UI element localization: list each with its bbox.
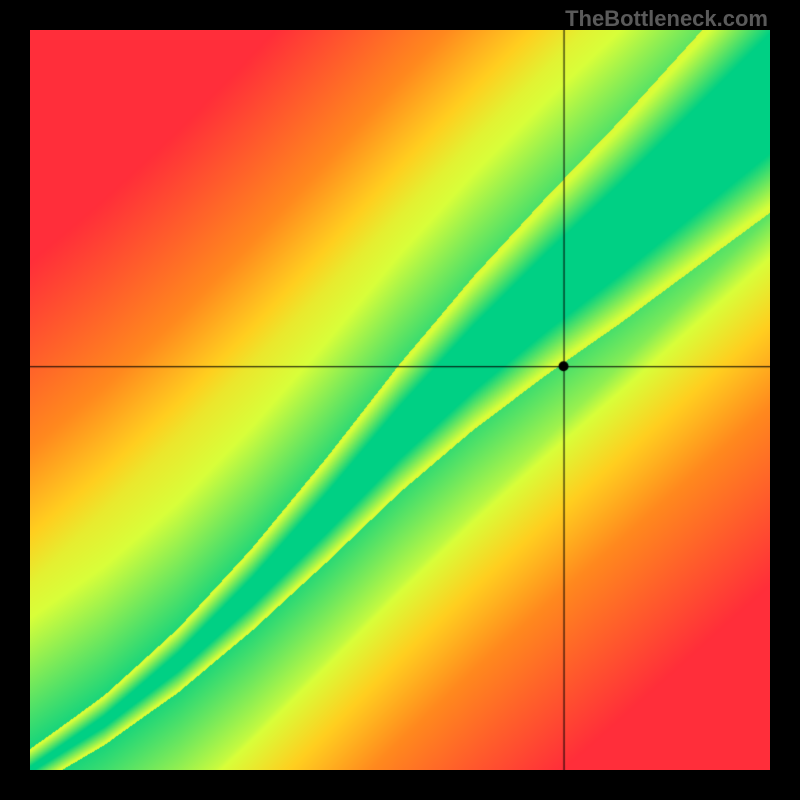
- heatmap-canvas: [30, 30, 770, 770]
- watermark-text: TheBottleneck.com: [565, 6, 768, 32]
- plot-area: [30, 30, 770, 770]
